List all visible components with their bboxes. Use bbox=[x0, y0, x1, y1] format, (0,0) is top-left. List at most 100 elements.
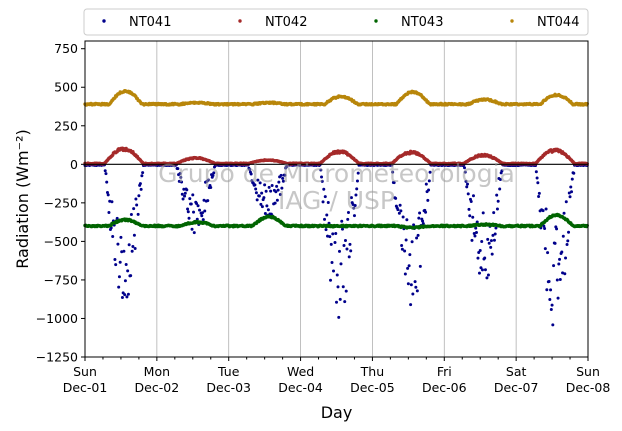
x-axis-label: Day bbox=[321, 403, 353, 422]
data-point bbox=[410, 240, 414, 244]
y-tick-label: −1000 bbox=[36, 311, 78, 326]
data-point bbox=[565, 242, 569, 246]
data-point bbox=[320, 179, 324, 183]
data-point bbox=[568, 195, 572, 199]
data-point bbox=[553, 241, 557, 245]
data-point bbox=[325, 213, 329, 217]
series-NT044 bbox=[83, 89, 589, 107]
data-point bbox=[201, 218, 205, 222]
data-point bbox=[495, 193, 499, 197]
data-point bbox=[212, 171, 216, 175]
watermark-line: Grupo de Micrometeorologia bbox=[158, 159, 515, 188]
data-point bbox=[349, 249, 353, 253]
data-point bbox=[180, 192, 184, 196]
data-point bbox=[346, 217, 350, 221]
data-point bbox=[564, 256, 568, 260]
data-point bbox=[413, 280, 417, 284]
y-tick-label: −750 bbox=[44, 272, 78, 287]
data-point bbox=[120, 295, 124, 299]
data-point bbox=[206, 199, 210, 203]
data-point bbox=[129, 274, 133, 278]
data-point bbox=[337, 249, 341, 253]
data-point bbox=[116, 242, 120, 246]
x-tick-label-day: Thu bbox=[360, 364, 384, 379]
x-tick-label-date: Dec-02 bbox=[135, 380, 180, 395]
data-point bbox=[469, 199, 473, 203]
data-point bbox=[276, 188, 280, 192]
data-point bbox=[479, 266, 483, 270]
data-point bbox=[424, 210, 428, 214]
data-point bbox=[115, 216, 119, 220]
data-point bbox=[490, 252, 494, 256]
data-point bbox=[281, 179, 285, 183]
y-tick-label: 500 bbox=[54, 80, 78, 95]
data-point bbox=[275, 198, 279, 202]
data-point bbox=[263, 183, 267, 187]
data-point bbox=[398, 203, 402, 207]
data-point bbox=[333, 241, 337, 245]
data-point bbox=[201, 211, 205, 215]
data-point bbox=[178, 171, 182, 175]
data-point bbox=[328, 235, 332, 239]
data-point bbox=[187, 216, 191, 220]
data-point bbox=[198, 208, 202, 212]
data-point bbox=[132, 207, 136, 211]
data-point bbox=[489, 245, 493, 249]
data-point bbox=[355, 187, 359, 191]
data-point bbox=[135, 203, 139, 207]
data-point bbox=[129, 213, 133, 217]
data-point bbox=[427, 179, 431, 183]
data-point bbox=[478, 249, 482, 253]
legend-label-NT041: NT041 bbox=[129, 15, 171, 30]
data-point bbox=[463, 166, 466, 170]
data-point bbox=[274, 190, 278, 194]
data-point bbox=[111, 235, 115, 239]
data-point bbox=[564, 200, 568, 204]
x-tick-label-day: Sun bbox=[73, 364, 97, 379]
data-point bbox=[351, 203, 355, 207]
data-point bbox=[257, 194, 261, 198]
data-point bbox=[259, 202, 263, 206]
data-point bbox=[131, 245, 135, 249]
data-point bbox=[492, 211, 496, 215]
x-tick-label-day: Fri bbox=[437, 364, 452, 379]
data-point bbox=[500, 169, 504, 173]
data-point bbox=[191, 193, 195, 197]
data-point bbox=[555, 278, 559, 282]
data-point bbox=[495, 207, 499, 211]
data-point bbox=[267, 185, 271, 189]
data-point bbox=[192, 231, 196, 235]
data-point bbox=[466, 192, 470, 196]
data-point bbox=[486, 273, 490, 277]
data-point bbox=[183, 191, 187, 195]
y-tick-label: 750 bbox=[54, 41, 78, 56]
x-tick-label-day: Sun bbox=[576, 364, 600, 379]
data-point bbox=[254, 191, 258, 195]
data-point bbox=[107, 210, 111, 214]
data-point bbox=[117, 275, 121, 279]
data-point bbox=[265, 204, 269, 208]
data-point bbox=[127, 243, 131, 247]
data-point bbox=[202, 198, 206, 202]
data-point bbox=[465, 185, 469, 189]
data-point bbox=[547, 279, 551, 283]
data-point bbox=[562, 211, 566, 215]
data-point bbox=[561, 234, 565, 238]
data-point bbox=[405, 218, 409, 222]
data-point bbox=[326, 234, 330, 238]
x-tick-label-day: Wed bbox=[287, 364, 314, 379]
data-point bbox=[544, 207, 548, 211]
y-tick-label: 250 bbox=[54, 118, 78, 133]
data-point bbox=[324, 228, 328, 232]
data-point bbox=[329, 278, 333, 282]
data-point bbox=[498, 187, 502, 191]
data-point bbox=[105, 191, 109, 195]
data-point bbox=[106, 193, 110, 197]
data-point bbox=[404, 238, 408, 242]
data-point bbox=[260, 191, 264, 195]
data-point bbox=[181, 197, 185, 201]
data-point bbox=[415, 289, 419, 293]
data-point bbox=[563, 272, 567, 276]
data-point bbox=[123, 279, 127, 283]
data-point bbox=[256, 178, 260, 182]
